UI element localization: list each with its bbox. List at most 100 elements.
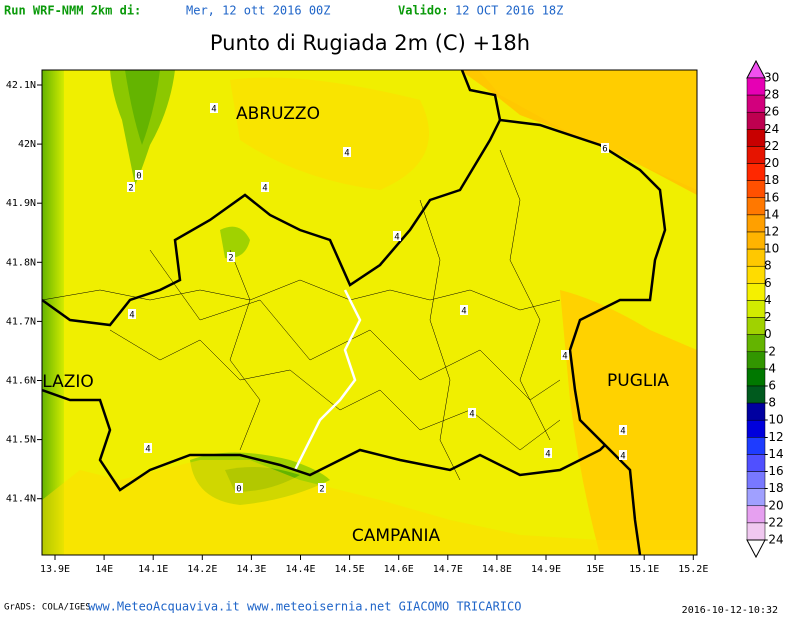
- colorbar-swatch: [746, 437, 766, 455]
- contour-label: 0: [236, 485, 241, 495]
- lat-label: 41.4N: [6, 494, 36, 505]
- contour-label: 4: [461, 307, 466, 317]
- contour-label-bg: [227, 252, 235, 262]
- colorbar-swatch: [746, 522, 766, 541]
- colorbar-swatch: [746, 488, 766, 507]
- lon-label: 15.2E: [678, 564, 708, 575]
- contour-label: 4: [211, 105, 216, 115]
- valid-date: 12 OCT 2016 18Z: [455, 4, 563, 18]
- contour-label-bg: [468, 408, 476, 418]
- lon-label: 14.1E: [138, 564, 168, 575]
- colorbar-swatch: [746, 419, 766, 438]
- colorbar-label: 26: [764, 105, 779, 119]
- contour-label-bg: [135, 170, 143, 180]
- contour-label: 2: [228, 254, 233, 264]
- colorbar-swatch: [746, 214, 766, 233]
- colorbar-swatch: [746, 265, 766, 284]
- colorbar-label: -24: [764, 533, 784, 547]
- lon-label: 14.4E: [285, 564, 315, 575]
- lon-label: 15.1E: [629, 564, 659, 575]
- colorbar-swatch: [746, 94, 766, 113]
- colorbar-swatch: [746, 471, 766, 489]
- colorbar-label: 8: [764, 259, 772, 273]
- contour-label-bg: [261, 182, 269, 192]
- region-label: ABRUZZO: [236, 104, 320, 124]
- colorbar-label: 18: [764, 173, 779, 187]
- colorbar-label: -8: [764, 396, 776, 410]
- colorbar-swatch: [746, 300, 766, 318]
- footer-timestamp: 2016-10-12-10:32: [682, 605, 778, 616]
- contour-label-bg: [393, 231, 401, 241]
- lat-label: 41.9N: [6, 198, 36, 209]
- colorbar-swatch: [746, 248, 766, 267]
- colorbar-swatch: [746, 334, 766, 353]
- contour-label-bg: [210, 103, 218, 113]
- lon-label: 14.9E: [531, 564, 561, 575]
- colorbar-label: 24: [764, 122, 779, 136]
- colorbar-swatch: [746, 111, 766, 130]
- colorbar-swatch: [746, 402, 766, 421]
- colorbar-label: 22: [764, 139, 779, 153]
- contour-label-bg: [235, 483, 243, 493]
- colorbar-swatch: [746, 129, 766, 147]
- colorbar-swatch: [746, 454, 766, 472]
- region-label: LAZIO: [42, 372, 94, 392]
- contour-label: 4: [262, 184, 267, 194]
- contour-label-bg: [619, 450, 627, 460]
- contour-label: 4: [620, 427, 625, 437]
- contour-label-bg: [343, 147, 351, 157]
- colorbar-label: -14: [764, 447, 784, 461]
- title: Punto di Rugiada 2m (C) +18h: [210, 31, 530, 55]
- colorbar-label: -12: [764, 430, 784, 444]
- contour-label-bg: [460, 305, 468, 315]
- contour-label: 2: [319, 485, 324, 495]
- lon-label: 13.9E: [40, 564, 70, 575]
- footer-credit: GrADS: COLA/IGES: [4, 603, 91, 613]
- lat-label: 41.6N: [6, 376, 36, 387]
- colorbar-label: 28: [764, 88, 779, 102]
- lat-label: 42N: [18, 139, 36, 150]
- lat-label: 41.8N: [6, 257, 36, 268]
- colorbar-label: -18: [764, 481, 784, 495]
- colorbar-swatch: [746, 163, 766, 181]
- lon-label: 14.5E: [335, 564, 365, 575]
- colorbar-label: 30: [764, 71, 779, 85]
- colorbar-swatch: [746, 505, 766, 524]
- colorbar-swatch: [746, 146, 766, 164]
- colorbar-swatch: [746, 283, 766, 301]
- region-label: PUGLIA: [607, 371, 669, 391]
- map-field: [42, 70, 697, 555]
- lat-label: 41.7N: [6, 316, 36, 327]
- contour-label: 6: [602, 145, 607, 155]
- colorbar-label: -16: [764, 464, 784, 478]
- contour-label: 4: [344, 149, 349, 159]
- contour-label: 2: [128, 184, 133, 194]
- colorbar-label: 12: [764, 225, 779, 239]
- lon-label: 14.3E: [236, 564, 266, 575]
- contour-label-bg: [318, 483, 326, 493]
- colorbar-label: 16: [764, 190, 779, 204]
- colorbar-swatch: [746, 385, 766, 404]
- contour-label: 4: [145, 445, 150, 455]
- run-label: Run WRF-NMM 2km di:: [4, 4, 141, 18]
- map-frame: [41, 69, 698, 556]
- lon-label: 14.6E: [384, 564, 414, 575]
- colorbar-swatch: [746, 197, 766, 216]
- lon-label: 14.2E: [187, 564, 217, 575]
- contour-label: 4: [129, 311, 134, 321]
- contour-label-bg: [128, 309, 136, 319]
- lat-label: 42.1N: [6, 80, 36, 91]
- contour-label-bg: [619, 425, 627, 435]
- colorbar-swatch: [746, 180, 766, 199]
- lon-label: 15E: [586, 564, 604, 575]
- run-date: Mer, 12 ott 2016 00Z: [186, 4, 331, 18]
- colorbar-label: -4: [764, 361, 776, 375]
- contour-label-bg: [127, 182, 135, 192]
- valid-label: Valido:: [398, 4, 449, 18]
- footer-sites: www.MeteoAcquaviva.it www.meteoisernia.n…: [88, 600, 521, 614]
- contour-label-bg: [561, 350, 569, 360]
- colorbar-cap: [746, 59, 766, 79]
- colorbar-label: 10: [764, 242, 779, 256]
- colorbar-label: 20: [764, 156, 779, 170]
